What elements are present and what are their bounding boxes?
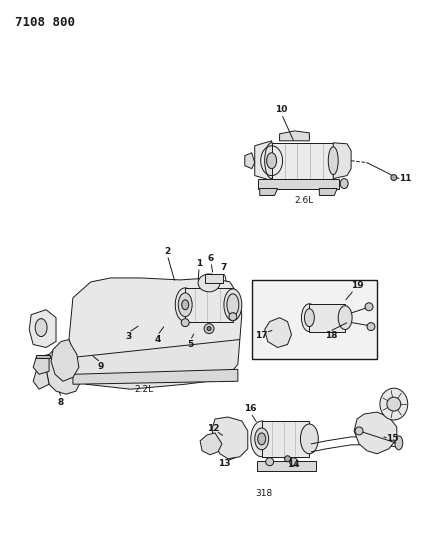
Ellipse shape [224,289,242,321]
Polygon shape [245,153,255,168]
Polygon shape [33,354,49,374]
Text: 16: 16 [245,403,257,413]
Circle shape [204,324,214,334]
Polygon shape [257,461,316,471]
Ellipse shape [305,309,314,327]
Ellipse shape [35,319,47,336]
Bar [205,274,223,283]
Ellipse shape [255,428,269,450]
Circle shape [387,397,401,411]
Text: 1: 1 [196,259,202,268]
Ellipse shape [380,388,408,420]
Polygon shape [255,141,272,181]
Circle shape [207,327,211,330]
Bar [36,356,50,358]
Bar [185,288,233,321]
Text: 5: 5 [187,340,193,349]
Bar [252,280,377,359]
Ellipse shape [178,293,192,317]
Ellipse shape [302,304,317,332]
Text: 18: 18 [325,331,338,340]
Circle shape [229,313,237,321]
Circle shape [365,303,373,311]
Text: 7: 7 [221,263,227,272]
Ellipse shape [265,143,278,179]
Ellipse shape [198,274,220,292]
Text: 12: 12 [207,424,219,433]
Text: 3: 3 [125,332,132,341]
Polygon shape [212,417,248,459]
Text: 2: 2 [164,247,170,256]
Circle shape [284,456,290,462]
Bar [262,421,309,457]
Text: 13: 13 [218,459,230,468]
Circle shape [355,427,363,435]
Text: 6: 6 [208,254,214,263]
Polygon shape [66,278,242,365]
Text: 17: 17 [255,331,268,340]
Polygon shape [73,340,240,389]
Polygon shape [29,310,56,348]
Circle shape [181,319,189,327]
Polygon shape [73,369,238,384]
Text: 10: 10 [275,104,288,114]
Ellipse shape [175,288,195,321]
Text: 318: 318 [255,489,272,498]
Ellipse shape [267,153,277,168]
Bar [309,304,345,332]
Bar [272,143,333,179]
Polygon shape [200,433,222,455]
Polygon shape [265,318,291,348]
Text: 19: 19 [351,281,363,290]
Polygon shape [333,143,351,179]
Text: 9: 9 [97,362,104,371]
Polygon shape [33,369,49,389]
Polygon shape [280,131,309,141]
Ellipse shape [340,179,348,189]
Text: 4: 4 [154,335,160,344]
Circle shape [367,322,375,330]
Ellipse shape [338,306,352,329]
Text: 11: 11 [399,174,412,183]
Circle shape [290,458,297,466]
Polygon shape [51,340,79,381]
Ellipse shape [258,433,266,445]
Ellipse shape [251,421,272,457]
Ellipse shape [328,147,338,175]
Text: 2.2L: 2.2L [134,385,153,394]
Ellipse shape [182,300,189,310]
Text: 2.6L: 2.6L [295,196,314,205]
Text: 15: 15 [386,434,398,443]
Polygon shape [319,189,337,196]
Polygon shape [260,189,278,196]
Polygon shape [46,340,81,394]
Circle shape [391,175,397,181]
Polygon shape [354,412,397,454]
Polygon shape [258,179,339,189]
Circle shape [266,458,274,466]
Ellipse shape [227,294,239,316]
Text: 14: 14 [287,460,300,469]
Ellipse shape [300,424,318,454]
Text: 8: 8 [58,398,64,407]
Ellipse shape [395,436,403,450]
Text: 7108 800: 7108 800 [15,15,76,29]
